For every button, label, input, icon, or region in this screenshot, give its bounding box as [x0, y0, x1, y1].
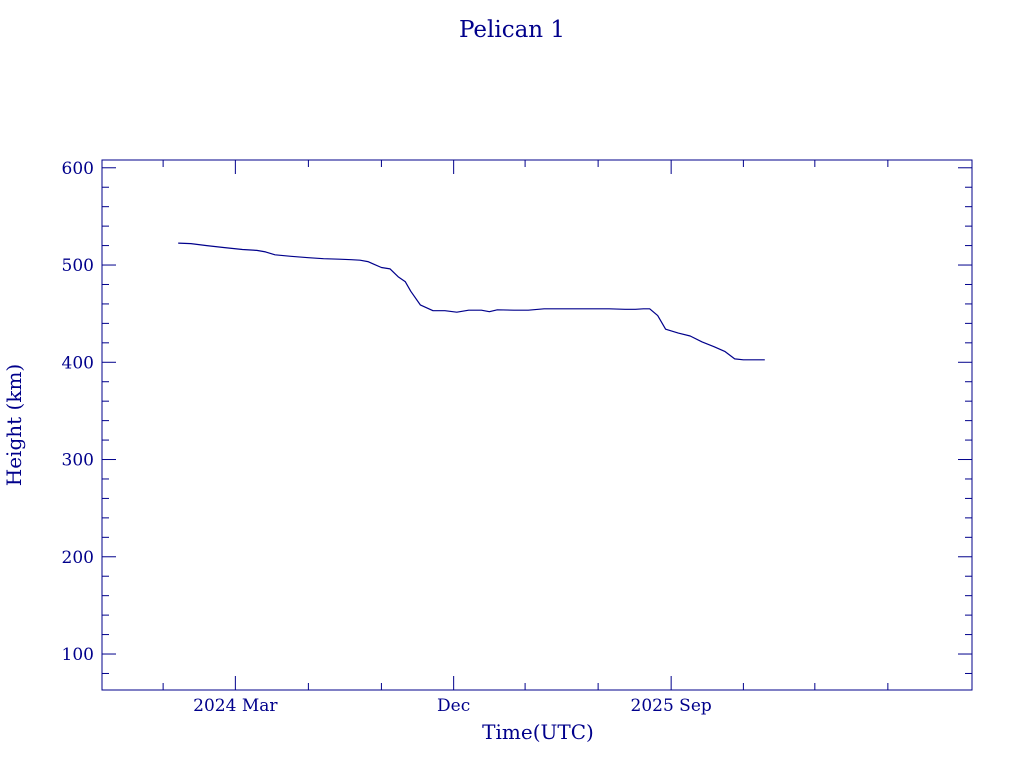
series-layer [178, 242, 765, 361]
x-axis-tick-labels: 2024 Mar Dec 2025 Sep [193, 696, 712, 716]
y-tick-label: 600 [62, 159, 94, 179]
x-axis-label: Time(UTC) [482, 720, 594, 744]
y-tick-label: 300 [62, 451, 94, 471]
x-tick-label: 2025 Sep [631, 696, 712, 716]
y-tick-label: 100 [62, 645, 94, 665]
y-axis-tick-labels: 100 200 300 400 500 600 [62, 159, 94, 665]
plot-frame [101, 159, 973, 691]
y-tick-label: 500 [62, 256, 94, 276]
x-tick-label: 2024 Mar [193, 696, 278, 716]
y-tick-label: 400 [62, 353, 94, 373]
y-tick-label: 200 [62, 548, 94, 568]
x-axis-ticks [162, 160, 889, 690]
chart-title: Pelican 1 [459, 17, 565, 43]
y-axis-label: Height (km) [2, 364, 26, 486]
x-tick-label: Dec [437, 696, 470, 716]
series-line [178, 242, 765, 361]
y-axis-ticks [102, 167, 972, 674]
